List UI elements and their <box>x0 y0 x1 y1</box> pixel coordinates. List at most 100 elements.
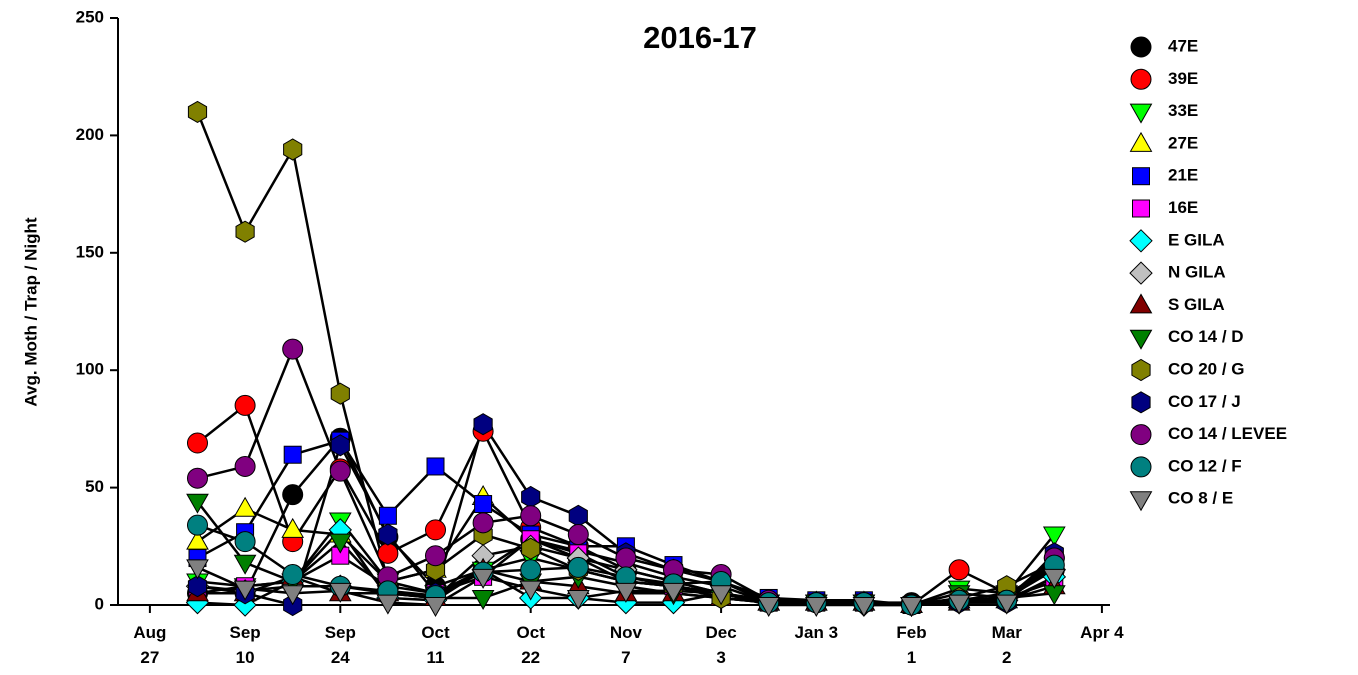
legend-label: 21E <box>1168 166 1198 185</box>
marker <box>615 547 637 569</box>
legend-marker <box>1129 131 1153 152</box>
marker <box>1042 568 1066 589</box>
legend-marker <box>1131 358 1151 382</box>
legend-marker <box>1131 391 1151 414</box>
marker <box>282 338 304 360</box>
legend-marker <box>1130 36 1152 58</box>
x-tick-label: Feb 1 <box>896 623 927 667</box>
x-tick-label: Nov 7 <box>609 623 642 667</box>
legend-label: S GILA <box>1168 295 1225 314</box>
marker <box>234 531 256 553</box>
marker <box>424 545 446 567</box>
legend-label: CO 20 / G <box>1168 359 1245 378</box>
legend-label: CO 8 / E <box>1168 489 1233 508</box>
legend-marker <box>1132 167 1150 186</box>
y-tick-label: 150 <box>76 242 104 261</box>
series-line <box>196 111 1055 607</box>
marker <box>1042 526 1066 547</box>
x-tick-label: Apr 4 <box>1080 623 1124 642</box>
legend-marker <box>1129 261 1153 285</box>
marker <box>521 537 541 560</box>
marker <box>186 432 208 454</box>
marker <box>328 533 352 554</box>
marker <box>282 484 304 506</box>
legend-marker <box>1129 329 1153 350</box>
x-tick-label: Oct 11 <box>421 623 450 667</box>
marker <box>852 597 876 618</box>
marker <box>520 505 542 527</box>
marker <box>614 582 638 603</box>
x-tick-label: Sep 24 <box>324 623 356 667</box>
marker <box>900 597 923 618</box>
legend-label: 33E <box>1168 101 1198 120</box>
marker <box>186 514 208 536</box>
marker <box>757 597 781 618</box>
legend-label: 39E <box>1168 69 1198 88</box>
legend-marker <box>1129 229 1153 253</box>
marker <box>281 585 305 606</box>
marker <box>283 138 303 161</box>
marker <box>473 413 493 436</box>
y-tick-label: 100 <box>76 360 104 379</box>
chart-title: 2016-17 <box>643 20 757 55</box>
marker <box>283 445 302 464</box>
marker <box>474 495 493 514</box>
marker <box>329 460 351 482</box>
x-tick-label: Jan 3 <box>794 623 839 642</box>
marker <box>281 517 305 538</box>
legend-label: E GILA <box>1168 230 1225 249</box>
y-tick-label: 250 <box>76 7 104 26</box>
marker <box>186 559 209 580</box>
legend-marker <box>1132 199 1150 218</box>
marker <box>521 485 541 509</box>
legend-label: 16E <box>1168 198 1198 217</box>
marker <box>567 524 589 546</box>
marker <box>377 542 399 564</box>
marker <box>519 580 543 601</box>
legend-label: CO 14 / LEVEE <box>1168 424 1287 443</box>
marker <box>233 496 257 517</box>
marker <box>567 556 589 578</box>
legend-label: 47E <box>1168 36 1198 55</box>
x-tick-label: Sep 10 <box>229 623 261 667</box>
marker <box>424 597 447 618</box>
legend-label: 27E <box>1168 133 1198 152</box>
legend-label: CO 12 / F <box>1168 456 1242 475</box>
marker <box>568 504 588 527</box>
marker <box>186 467 208 489</box>
legend-marker <box>1129 491 1153 512</box>
legend-marker <box>1129 293 1153 314</box>
legend-label: CO 14 / D <box>1168 327 1244 346</box>
marker <box>472 512 494 534</box>
marker <box>948 559 970 581</box>
y-tick-label: 50 <box>85 477 104 496</box>
marker <box>233 554 257 575</box>
marker <box>376 594 400 615</box>
marker <box>426 457 445 476</box>
marker <box>947 594 971 615</box>
legend-label: N GILA <box>1168 263 1226 282</box>
marker <box>471 568 495 589</box>
legend-label: CO 17 / J <box>1168 392 1241 411</box>
marker <box>378 506 397 525</box>
marker <box>804 597 828 618</box>
marker <box>282 563 304 585</box>
marker <box>330 434 350 457</box>
marker <box>186 493 209 514</box>
y-tick-label: 0 <box>95 594 104 613</box>
legend-marker <box>1129 103 1153 124</box>
y-tick-label: 200 <box>76 125 104 144</box>
x-tick-label: Dec 3 <box>705 623 737 667</box>
marker <box>233 580 257 601</box>
legend-marker <box>1130 424 1152 446</box>
marker <box>187 575 208 598</box>
y-axis-label: Avg. Moth / Trap / Night <box>21 217 40 407</box>
marker <box>234 394 256 416</box>
marker <box>471 589 495 610</box>
marker <box>566 589 590 610</box>
marker <box>330 382 350 405</box>
x-tick-label: Mar 2 <box>991 623 1022 667</box>
marker <box>234 455 256 477</box>
